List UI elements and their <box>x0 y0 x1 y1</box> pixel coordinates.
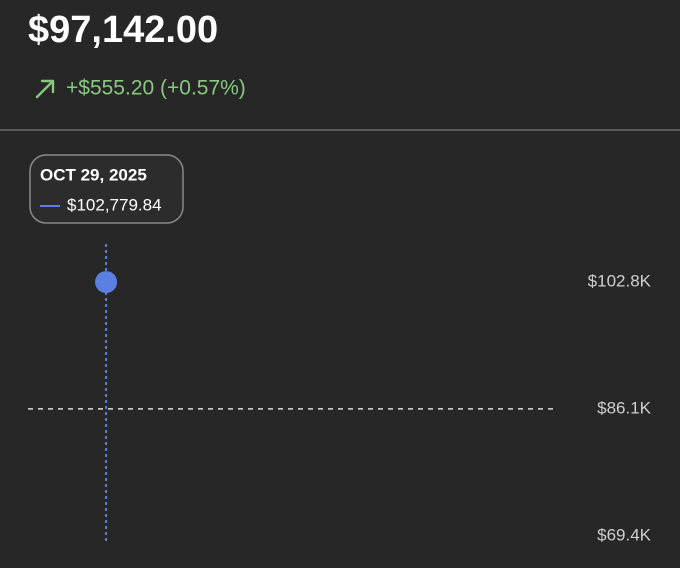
tooltip-box <box>29 154 184 224</box>
y-tick-label: $69.4K <box>597 525 652 544</box>
price: $97,142.00 <box>28 9 218 51</box>
tooltip-value: $102,779.84 <box>67 195 162 214</box>
tooltip-date: OCT 29, 2025 <box>40 165 147 184</box>
tooltip-dot <box>95 271 118 294</box>
y-tick-label: $86.1K <box>597 398 652 417</box>
change: +$555.20 (+0.57%) <box>66 77 246 100</box>
up-arrow-icon <box>35 79 55 99</box>
y-tick-label: $102.8K <box>588 271 652 290</box>
plot: $69.4K $86.1K $102.8K <box>28 243 652 547</box>
